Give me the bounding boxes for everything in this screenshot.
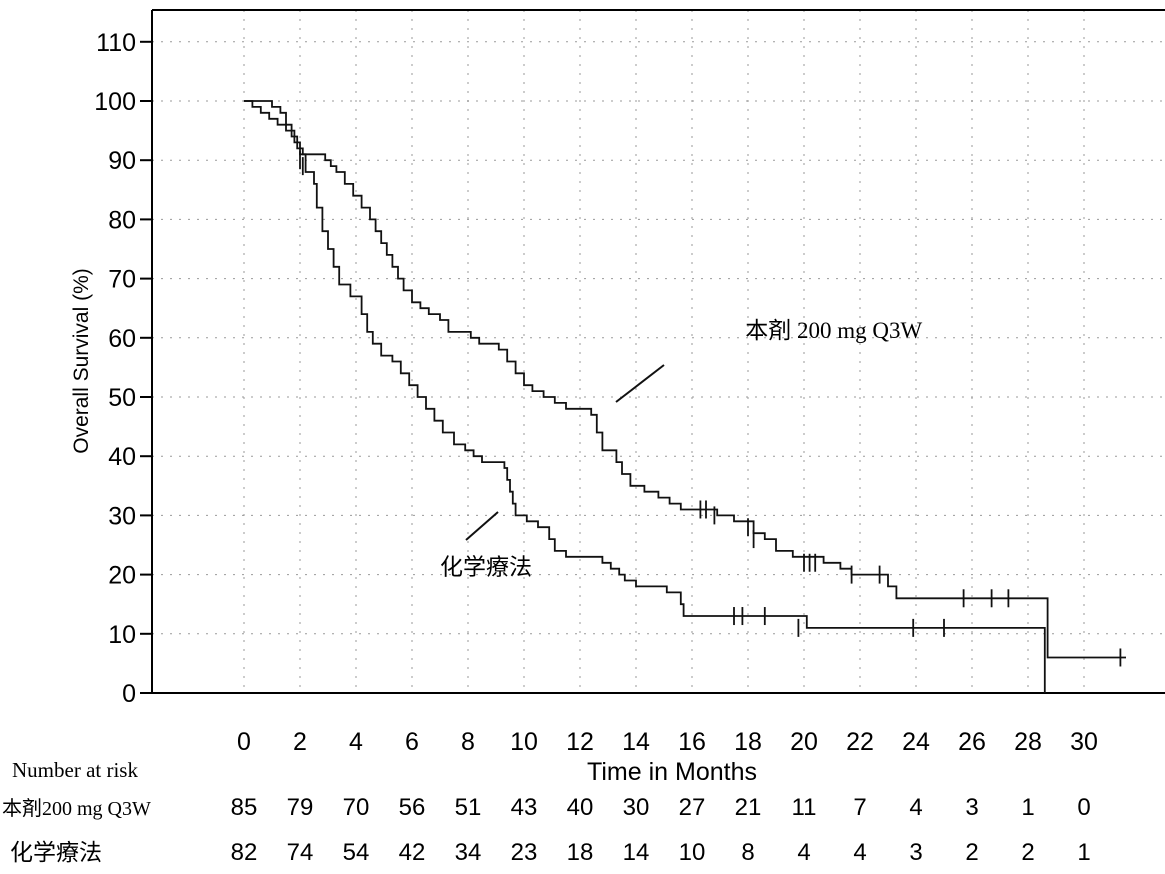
risk-count: 2: [965, 839, 978, 866]
risk-count: 4: [909, 794, 922, 821]
y-tick-label: 50: [108, 384, 136, 412]
y-tick-label: 100: [94, 88, 136, 116]
risk-count: 2: [1021, 839, 1034, 866]
risk-count: 85: [231, 794, 258, 821]
x-tick-label: 30: [1070, 728, 1098, 756]
risk-count: 1: [1077, 839, 1090, 866]
x-tick-label: 28: [1014, 728, 1042, 756]
x-tick-label: 22: [846, 728, 874, 756]
x-tick-label: 24: [902, 728, 930, 756]
risk-count: 79: [287, 794, 314, 821]
risk-count: 51: [455, 794, 482, 821]
y-tick-label: 60: [108, 325, 136, 353]
risk-count: 70: [343, 794, 370, 821]
series-annotation-200mg: 本剤 200 mg Q3W: [745, 318, 922, 343]
risk-count: 10: [679, 839, 706, 866]
risk-count: 42: [399, 839, 426, 866]
risk-count: 3: [909, 839, 922, 866]
risk-count: 74: [287, 839, 314, 866]
x-tick-label: 6: [405, 728, 419, 756]
x-tick-label: 14: [622, 728, 650, 756]
leader-line-200mg: [615, 364, 665, 403]
x-axis-label: Time in Months: [587, 758, 757, 786]
series-line-200mg: [244, 100, 1126, 659]
series-line-chemotherapy: [244, 100, 1046, 693]
risk-count: 0: [1077, 794, 1090, 821]
risk-count: 40: [567, 794, 594, 821]
risk-row-label: 化学療法: [10, 839, 102, 865]
risk-count: 18: [567, 839, 594, 866]
risk-count: 34: [455, 839, 482, 866]
risk-count: 8: [741, 839, 754, 866]
x-tick-label: 10: [510, 728, 538, 756]
risk-count: 82: [231, 839, 258, 866]
y-tick-label: 30: [108, 502, 136, 530]
risk-count: 14: [623, 839, 650, 866]
risk-count: 23: [511, 839, 538, 866]
risk-count: 21: [735, 794, 762, 821]
grid: [152, 10, 1165, 693]
series: [244, 100, 1126, 693]
x-tick-label: 12: [566, 728, 594, 756]
risk-count: 4: [797, 839, 810, 866]
x-tick-label: 8: [461, 728, 475, 756]
risk-count: 1: [1021, 794, 1034, 821]
y-tick-label: 40: [108, 443, 136, 471]
leader-line-chemotherapy: [465, 511, 499, 541]
y-tick-label: 90: [108, 147, 136, 175]
risk-count: 7: [853, 794, 866, 821]
x-tick-label: 20: [790, 728, 818, 756]
y-tick-label: 70: [108, 266, 136, 294]
y-tick-label: 20: [108, 562, 136, 590]
risk-table-heading: Number at risk: [12, 758, 138, 782]
series-annotation-chemotherapy: 化学療法: [440, 554, 532, 580]
y-tick-label: 80: [108, 206, 136, 234]
risk-row-label: 本剤200 mg Q3W: [2, 797, 151, 820]
y-tick-label: 110: [96, 29, 136, 57]
risk-count: 56: [399, 794, 426, 821]
x-tick-label: 18: [734, 728, 762, 756]
y-tick-label: 0: [122, 680, 136, 708]
x-tick-label: 2: [293, 728, 307, 756]
risk-count: 4: [853, 839, 866, 866]
risk-count: 43: [511, 794, 538, 821]
risk-count: 54: [343, 839, 370, 866]
y-tick-label: 10: [108, 621, 136, 649]
risk-count: 3: [965, 794, 978, 821]
y-axis-label: Overall Survival (%): [70, 268, 93, 454]
risk-table: Number at risk 本剤200 mg Q3W 85 79 70 56 51 43 4…: [2, 758, 1091, 866]
x-tick-label: 4: [349, 728, 363, 756]
risk-count: 11: [792, 794, 817, 821]
risk-count: 30: [623, 794, 650, 821]
x-tick-label: 26: [958, 728, 986, 756]
x-tick-label: 0: [237, 728, 251, 756]
axes: Overall Survival (%) Time in Months 0 10 2…: [70, 9, 1165, 786]
risk-count: 27: [679, 794, 706, 821]
annotations: 本剤 200 mg Q3W 化学療法: [440, 318, 922, 580]
x-tick-label: 16: [678, 728, 706, 756]
